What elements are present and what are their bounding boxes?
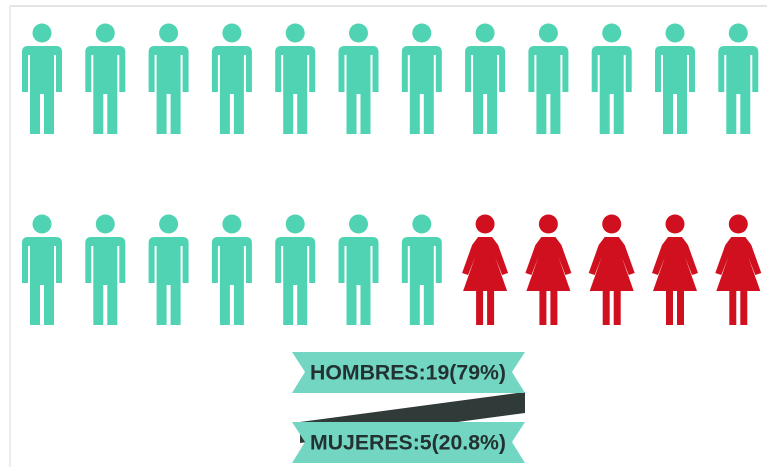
icon-body bbox=[655, 46, 695, 134]
man-icon bbox=[655, 23, 695, 134]
icon-body bbox=[588, 237, 635, 325]
woman-icon bbox=[652, 214, 698, 325]
icon-body bbox=[275, 237, 316, 325]
man-icon bbox=[211, 23, 252, 134]
icon-body bbox=[465, 46, 506, 134]
icon-head bbox=[159, 214, 179, 234]
icon-head bbox=[285, 214, 305, 234]
icon-head bbox=[95, 23, 115, 43]
woman-icon bbox=[588, 214, 635, 325]
icon-head bbox=[32, 214, 52, 234]
icon-body bbox=[211, 46, 252, 134]
icon-body bbox=[528, 46, 569, 134]
icon-head bbox=[412, 23, 432, 43]
man-icon bbox=[401, 23, 442, 134]
icon-head bbox=[665, 23, 685, 43]
man-icon bbox=[338, 214, 379, 325]
icon-body bbox=[591, 46, 632, 134]
man-icon bbox=[22, 214, 62, 325]
icon-head bbox=[728, 214, 748, 234]
icon-body bbox=[275, 46, 316, 134]
men-label: HOMBRES:19(79%) bbox=[310, 362, 506, 385]
icon-body bbox=[401, 46, 442, 134]
icon-body bbox=[85, 46, 126, 134]
icon-head bbox=[538, 214, 558, 234]
icon-body bbox=[22, 46, 62, 134]
icon-head bbox=[602, 214, 622, 234]
man-icon bbox=[338, 23, 379, 134]
icon-body bbox=[148, 46, 189, 134]
icon-body bbox=[401, 237, 442, 325]
man-icon bbox=[275, 23, 316, 134]
icon-head bbox=[95, 214, 115, 234]
icon-head bbox=[728, 23, 748, 43]
icon-head bbox=[349, 23, 368, 43]
icon-head bbox=[349, 214, 368, 234]
icon-body bbox=[338, 237, 379, 325]
man-icon bbox=[528, 23, 569, 134]
icon-body bbox=[211, 237, 252, 325]
man-icon bbox=[401, 214, 442, 325]
icon-head bbox=[285, 23, 305, 43]
icon-body bbox=[715, 237, 762, 325]
women-label: MUJERES:5(20.8%) bbox=[310, 432, 506, 455]
man-icon bbox=[591, 23, 632, 134]
icon-head bbox=[665, 214, 685, 234]
icon-head bbox=[412, 214, 432, 234]
icon-head bbox=[602, 23, 622, 43]
icon-body bbox=[338, 46, 379, 134]
icon-head bbox=[222, 214, 242, 234]
man-icon bbox=[85, 23, 126, 134]
icon-body bbox=[148, 237, 189, 325]
icon-body bbox=[652, 237, 698, 325]
man-icon bbox=[465, 23, 506, 134]
man-icon bbox=[148, 23, 189, 134]
ribbon-women bbox=[292, 422, 525, 463]
icon-head bbox=[538, 23, 558, 43]
icon-body bbox=[85, 237, 126, 325]
icon-body bbox=[462, 237, 509, 325]
icon-head bbox=[222, 23, 242, 43]
woman-icon bbox=[715, 214, 762, 325]
woman-icon bbox=[525, 214, 572, 325]
man-icon bbox=[22, 23, 62, 134]
icon-body bbox=[22, 237, 62, 325]
man-icon bbox=[148, 214, 189, 325]
man-icon bbox=[275, 214, 316, 325]
icon-head bbox=[475, 214, 495, 234]
icon-head bbox=[159, 23, 179, 43]
icon-body bbox=[718, 46, 759, 134]
icon-head bbox=[475, 23, 495, 43]
man-icon bbox=[718, 23, 759, 134]
man-icon bbox=[211, 214, 252, 325]
ribbon-men bbox=[292, 352, 525, 393]
icon-body bbox=[525, 237, 572, 325]
man-icon bbox=[85, 214, 126, 325]
woman-icon bbox=[462, 214, 509, 325]
icon-head bbox=[32, 23, 52, 43]
